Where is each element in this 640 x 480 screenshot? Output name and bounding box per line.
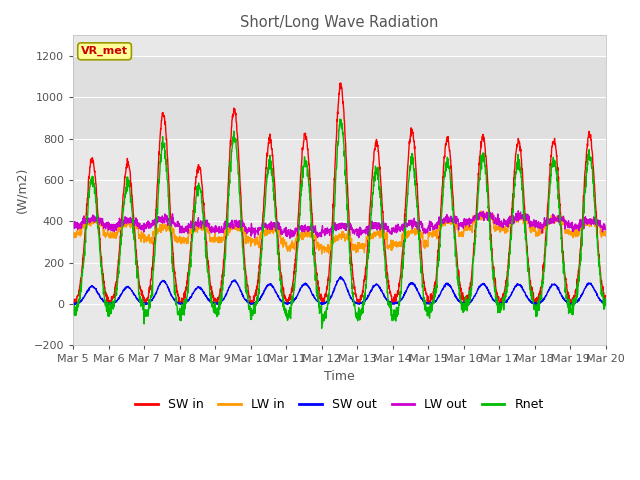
SW in [218,280,226,286]
SW in [555,191,563,196]
SW in [602,294,609,300]
Line: SW out: SW out [73,276,605,304]
LW in [318,251,326,257]
LW in [477,208,485,214]
SW out [555,287,563,293]
SW in [70,301,78,307]
LW in [367,234,374,240]
SW in [570,293,578,299]
LW out [494,219,502,225]
LW in [555,217,563,223]
LW in [495,227,502,233]
SW out [337,274,344,279]
LW out [555,216,563,222]
LW out [367,224,374,230]
Rnet [570,303,578,309]
SW in [495,297,502,302]
LW out [355,235,362,240]
SW out [570,300,578,306]
SW in [69,299,77,305]
Line: SW in: SW in [73,83,605,304]
LW in [218,240,225,245]
Rnet [367,222,374,228]
SW out [69,300,77,306]
Rnet [495,302,502,308]
SW out [70,301,77,307]
LW out [570,225,578,230]
Rnet [218,297,225,303]
LW out [286,235,294,241]
Rnet [336,116,344,122]
LW in [570,233,578,239]
SW out [367,289,374,295]
SW out [602,300,609,306]
SW out [355,301,363,307]
Line: LW in: LW in [73,211,605,254]
LW in [602,233,609,239]
SW in [355,298,363,303]
Rnet [602,302,609,308]
Y-axis label: (W/m2): (W/m2) [15,167,28,214]
SW in [367,199,374,205]
LW out [69,219,77,225]
Bar [73,56,605,139]
Rnet [69,312,77,317]
LW out [515,208,522,214]
Line: Rnet: Rnet [73,119,605,328]
LW in [355,241,362,247]
Rnet [318,325,326,331]
X-axis label: Time: Time [324,370,355,383]
LW in [69,231,77,237]
Rnet [355,309,363,314]
Legend: SW in, LW in, SW out, LW out, Rnet: SW in, LW in, SW out, LW out, Rnet [130,394,548,417]
LW out [602,226,609,232]
LW out [218,224,225,229]
SW in [337,80,344,86]
Title: Short/Long Wave Radiation: Short/Long Wave Radiation [240,15,438,30]
Rnet [555,205,563,211]
SW out [218,298,226,304]
SW out [495,300,502,306]
Text: VR_met: VR_met [81,46,128,57]
Line: LW out: LW out [73,211,605,238]
